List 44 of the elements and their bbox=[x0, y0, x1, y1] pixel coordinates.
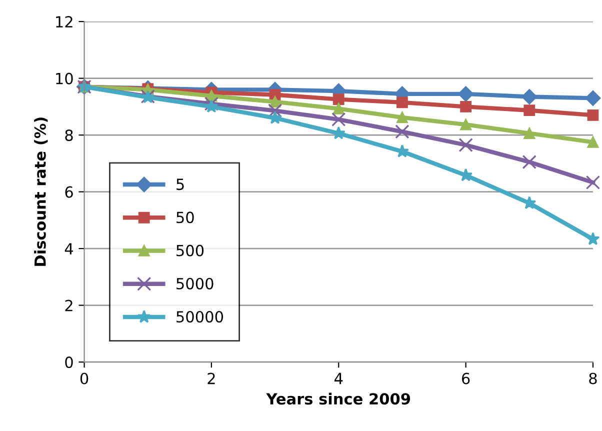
legend-label: 5000 bbox=[176, 278, 214, 290]
point bbox=[522, 89, 538, 104]
point bbox=[587, 109, 599, 121]
y-tick-label: 12 bbox=[56, 16, 72, 28]
point bbox=[268, 104, 282, 118]
point bbox=[459, 168, 473, 182]
y-tick-label: 0 bbox=[65, 356, 73, 368]
x-axis-title: Years since 2009 bbox=[266, 392, 410, 405]
x-tick-label: 8 bbox=[589, 372, 597, 384]
point bbox=[522, 154, 536, 170]
point bbox=[524, 104, 536, 116]
legend-label: 50000 bbox=[176, 310, 224, 323]
legend-label: 5 bbox=[176, 178, 184, 190]
point bbox=[587, 136, 599, 148]
point bbox=[522, 196, 536, 210]
y-tick-label: 8 bbox=[65, 130, 73, 142]
point bbox=[395, 124, 410, 139]
point bbox=[332, 94, 344, 105]
y-axis-title: Discount rate (%) bbox=[34, 118, 48, 266]
point bbox=[524, 128, 536, 140]
point bbox=[269, 96, 281, 108]
point bbox=[586, 175, 600, 190]
point bbox=[396, 112, 408, 124]
x-tick-label: 0 bbox=[80, 372, 88, 384]
point bbox=[204, 100, 218, 113]
legend-label: 500 bbox=[176, 244, 204, 256]
y-tick-label: 2 bbox=[65, 300, 72, 312]
point bbox=[458, 138, 473, 152]
point bbox=[396, 96, 408, 108]
x-tick-label: 4 bbox=[334, 372, 343, 384]
point bbox=[458, 86, 474, 102]
y-tick-label: 6 bbox=[65, 186, 73, 198]
point bbox=[586, 232, 600, 246]
y-tick-label: 10 bbox=[56, 72, 73, 84]
point bbox=[204, 96, 219, 111]
y-tick-label: 4 bbox=[64, 243, 74, 254]
point bbox=[332, 102, 344, 114]
x-tick-label: 6 bbox=[462, 372, 470, 384]
point bbox=[585, 90, 601, 106]
x-tick-label: 2 bbox=[208, 372, 215, 384]
point bbox=[460, 100, 472, 112]
point bbox=[460, 118, 472, 130]
legend-label: 50 bbox=[176, 212, 194, 224]
point bbox=[332, 112, 346, 127]
